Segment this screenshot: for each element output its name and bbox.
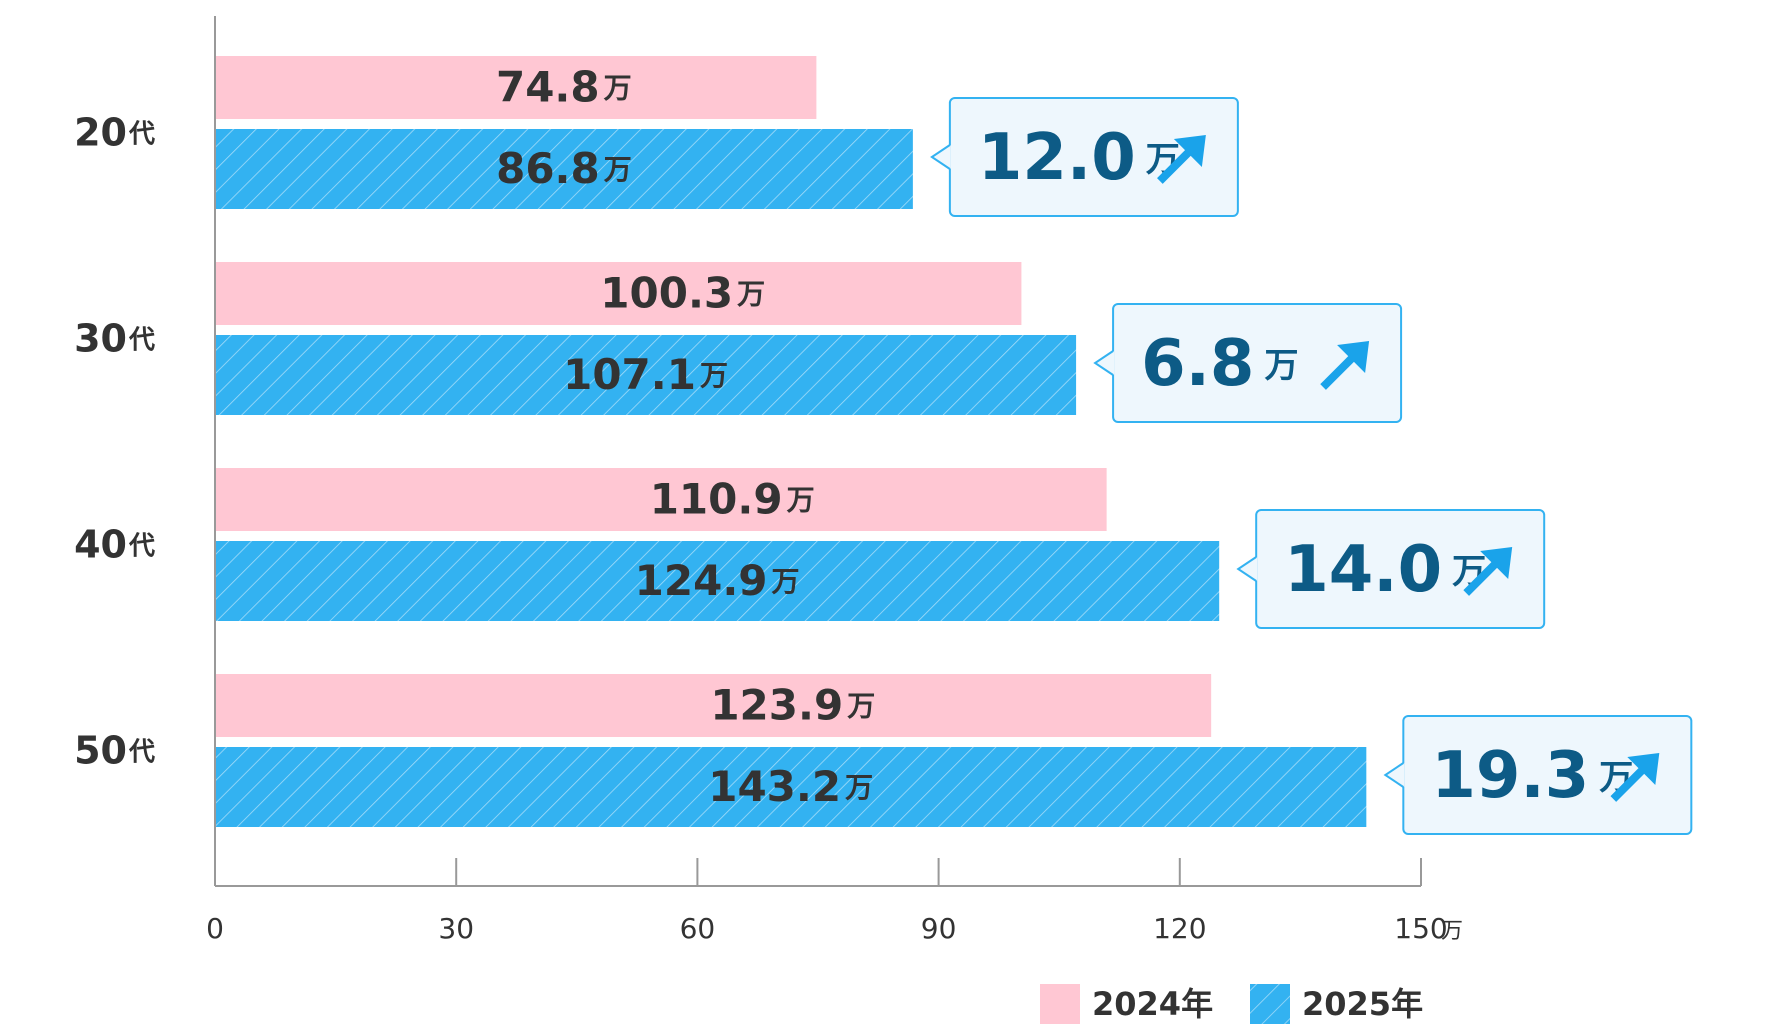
callout-value-3: 19.3 万 [1431, 739, 1633, 813]
bar-2024-label-1: 100.3 万 [600, 268, 765, 317]
callout-pointer-1 [1093, 350, 1114, 376]
arrow-up-right-icon [1157, 135, 1206, 184]
bar-2025-label-0-number: 86.8 [496, 144, 600, 193]
arrow-head-0 [1173, 135, 1206, 167]
arrow-head-2 [1480, 547, 1513, 579]
x-tick-label-5: 150 [1394, 912, 1447, 945]
bar-2024-3 [215, 674, 1212, 737]
bar-2024-label-2-number: 110.9 [650, 474, 783, 523]
x-tick-label-4: 120 [1153, 912, 1206, 945]
bar-2024-label-1-unit: 万 [737, 278, 765, 311]
x-tick-label-3: 90 [921, 912, 957, 945]
category-label-1: 30代 [74, 316, 155, 360]
bar-2024-label-0-number: 74.8 [496, 62, 600, 111]
legend-label-2025: 2025年 [1302, 985, 1423, 1023]
bar-2024-1 [215, 262, 1022, 325]
bar-2025-label-2-unit: 万 [772, 565, 800, 598]
legend-swatch-2025 [1250, 984, 1290, 1024]
x-unit-label: 万 [1441, 919, 1463, 944]
bar-2025-label-0-unit: 万 [604, 153, 632, 186]
change-callout-2: 14.0 万 [1236, 509, 1546, 629]
change-callout-3: 19.3 万 [1383, 715, 1693, 835]
x-tick-label-2: 60 [680, 912, 716, 945]
bar-2025-label-0: 86.8 万 [496, 144, 632, 193]
bar-2025-2 [215, 541, 1220, 621]
category-label-3: 50代 [74, 728, 155, 772]
callout-pointer-2 [1236, 556, 1257, 582]
bar-2025-label-1: 107.1 万 [563, 350, 728, 399]
bar-2024-label-1-number: 100.3 [600, 268, 733, 317]
bar-2025-label-2-number: 124.9 [635, 556, 768, 605]
bar-2025-label-3: 143.2 万 [708, 762, 873, 811]
callout-pointer-fill-1 [1095, 351, 1115, 375]
bar-2024-label-2-unit: 万 [787, 484, 815, 517]
bar-2024-label-0-unit: 万 [604, 72, 632, 105]
bar-2025-1 [215, 335, 1077, 415]
bar-2025-label-1-number: 107.1 [563, 350, 696, 399]
bar-2024-label-3-unit: 万 [847, 690, 875, 723]
change-callout-1: 6.8 万 [1093, 303, 1403, 423]
bar-2025-0 [215, 129, 913, 209]
bar-2024-2 [215, 468, 1107, 531]
change-callout-0: 12.0 万 [930, 97, 1239, 217]
bar-2025-label-3-number: 143.2 [708, 762, 841, 811]
bar-2024-label-0: 74.8 万 [496, 62, 632, 111]
callout-pointer-fill-0 [931, 145, 951, 169]
callout-value-1: 6.8 万 [1141, 327, 1298, 401]
category-label-2: 40代 [74, 522, 155, 566]
callout-value-0: 12.0 万 [978, 121, 1180, 195]
legend-label-2024: 2024年 [1092, 985, 1213, 1023]
bar-2025-3 [215, 747, 1367, 827]
x-tick-label-1: 30 [438, 912, 474, 945]
bar-2024-label-3: 123.9 万 [710, 680, 875, 729]
callout-pointer-fill-3 [1385, 763, 1405, 787]
bar-2025-label-3-unit: 万 [845, 771, 873, 804]
bar-2024-label-3-number: 123.9 [710, 680, 843, 729]
arrow-up-right-icon [1320, 341, 1370, 390]
arrow-up-right-icon [1610, 753, 1660, 802]
bar-2024-0 [215, 56, 817, 119]
bar-2025-label-1-unit: 万 [700, 359, 728, 392]
callout-pointer-3 [1383, 762, 1404, 788]
bar-2024-label-2: 110.9 万 [650, 474, 815, 523]
bar-2025-label-2: 124.9 万 [635, 556, 800, 605]
legend-swatch-2024 [1040, 984, 1080, 1024]
legend: 2024年 2025年 [1040, 984, 1423, 1024]
callout-pointer-fill-2 [1238, 557, 1258, 581]
x-tick-label-0: 0 [206, 912, 224, 945]
arrow-up-right-icon [1463, 547, 1513, 596]
arrow-head-3 [1627, 753, 1660, 785]
category-label-0: 20代 [74, 110, 155, 154]
callout-pointer-0 [930, 144, 951, 170]
arrow-head-1 [1337, 341, 1370, 373]
